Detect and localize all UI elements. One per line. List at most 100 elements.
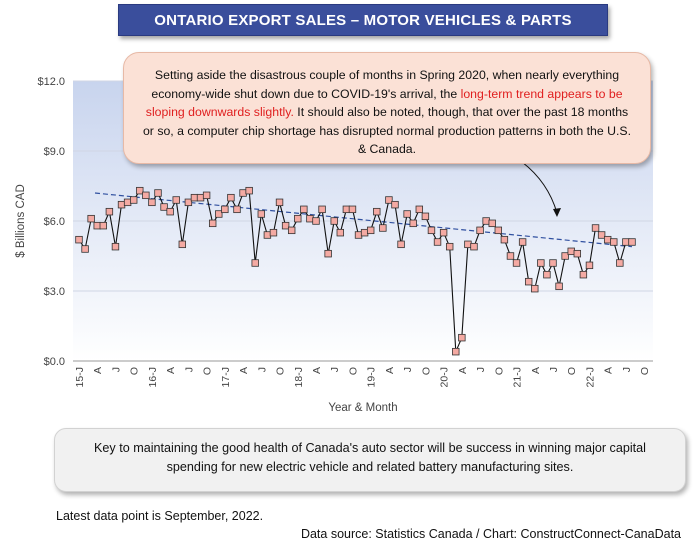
callout-highlight: long-term trend appears to be sloping do… <box>145 86 623 120</box>
x-tick-label: 18-J <box>293 367 305 387</box>
x-tick-label: O <box>566 367 578 375</box>
data-point <box>75 235 83 244</box>
x-tick-label: J <box>329 367 341 372</box>
data-point <box>287 226 296 235</box>
x-tick-label: J <box>110 367 122 372</box>
data-point <box>342 205 351 214</box>
x-tick-label: O <box>420 367 432 375</box>
data-point <box>494 226 503 235</box>
data-point <box>202 191 211 200</box>
x-tick-label: A <box>92 367 104 374</box>
x-tick-label: O <box>275 367 287 375</box>
callout-text-start: Setting aside the disastrous couple of m… <box>151 68 620 101</box>
x-tick-label: O <box>493 367 505 375</box>
data-point <box>403 210 411 218</box>
commentary-callout: Setting aside the disastrous couple of m… <box>123 52 651 164</box>
data-point <box>591 224 600 232</box>
data-point <box>324 249 332 258</box>
data-point <box>166 207 174 216</box>
data-point <box>129 196 138 204</box>
data-point <box>215 210 223 218</box>
data-point <box>397 240 405 249</box>
x-tick-label: A <box>457 367 469 374</box>
data-point <box>172 196 180 204</box>
data-point <box>470 242 478 251</box>
data-point <box>336 228 345 237</box>
x-tick-label: 17-J <box>220 367 232 387</box>
data-point <box>227 193 235 202</box>
data-point <box>531 284 539 293</box>
data-point <box>105 207 114 216</box>
data-point <box>263 231 272 239</box>
data-point <box>366 226 375 235</box>
data-point <box>573 249 582 258</box>
data-point <box>275 198 284 207</box>
data-point <box>373 207 381 216</box>
data-point <box>537 259 545 267</box>
key-message-box: Key to maintaining the good health of Ca… <box>54 428 686 492</box>
key-message-text: Key to maintaining the good health of Ca… <box>94 441 646 474</box>
data-point <box>123 198 132 207</box>
latest-data-note: Latest data point is September, 2022. <box>56 509 264 523</box>
data-point <box>330 217 338 225</box>
data-point <box>184 198 193 207</box>
x-tick-label: J <box>548 367 560 372</box>
data-point <box>379 224 387 232</box>
data-point <box>148 198 156 207</box>
x-tick-label: 22-J <box>584 367 596 387</box>
data-point <box>294 214 302 223</box>
callout-pointer-arrow <box>521 161 558 214</box>
data-point <box>281 221 290 230</box>
callout-pointer-arrowhead <box>553 208 561 217</box>
x-tick-label: J <box>475 367 487 372</box>
data-point <box>269 228 278 237</box>
data-point <box>251 259 259 267</box>
data-point <box>245 186 253 195</box>
data-point <box>524 277 533 286</box>
data-point <box>543 270 551 279</box>
trend-line <box>94 192 633 248</box>
x-tick-label: O <box>129 367 141 375</box>
x-tick-label: O <box>202 367 214 375</box>
data-point <box>239 189 247 197</box>
data-point <box>385 196 393 204</box>
data-point <box>348 205 357 214</box>
y-tick-label: $0.0 <box>44 356 65 368</box>
data-point <box>81 245 89 253</box>
data-point <box>458 333 466 342</box>
data-point <box>506 252 515 260</box>
data-point <box>415 205 424 214</box>
data-point <box>196 193 205 202</box>
data-point <box>555 282 563 291</box>
data-point <box>433 238 442 246</box>
data-point <box>391 200 399 209</box>
x-tick-label: J <box>402 367 414 372</box>
y-tick-label: $3.0 <box>44 286 65 298</box>
data-point <box>512 259 521 267</box>
data-point <box>300 205 308 214</box>
data-point <box>427 226 436 235</box>
x-tick-label: O <box>347 367 359 375</box>
data-point <box>306 214 314 223</box>
data-point <box>190 193 199 202</box>
data-point <box>160 203 168 211</box>
data-point <box>567 247 575 256</box>
data-point <box>111 242 120 251</box>
x-tick-label: 16-J <box>147 367 159 387</box>
data-point <box>610 238 618 246</box>
data-point <box>579 270 588 279</box>
x-tick-label: 20-J <box>439 367 451 387</box>
data-point <box>136 186 144 195</box>
data-point <box>622 238 630 246</box>
data-point <box>500 235 509 244</box>
data-point <box>445 242 454 251</box>
x-tick-label: A <box>165 367 177 374</box>
data-point <box>518 238 527 246</box>
data-point <box>488 219 496 228</box>
data-point <box>87 214 95 223</box>
data-point <box>233 205 241 214</box>
chart-title-banner: ONTARIO EXPORT SALES – MOTOR VEHICLES & … <box>118 4 608 36</box>
data-point <box>439 228 448 237</box>
x-tick-label: A <box>384 367 396 374</box>
data-point <box>99 221 108 230</box>
